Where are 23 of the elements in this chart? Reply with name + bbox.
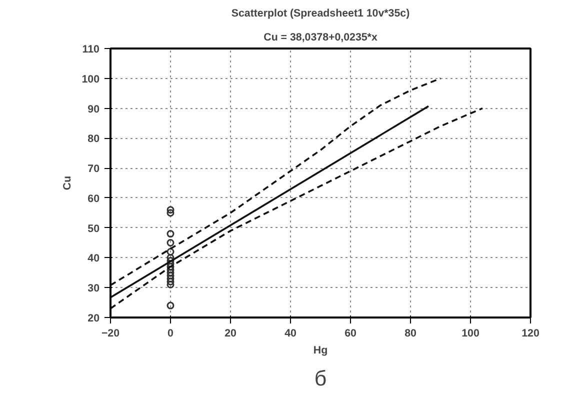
y-tick-label: 80 — [88, 133, 100, 146]
y-tick-label: 90 — [88, 103, 100, 116]
text: б — [314, 366, 327, 390]
x-axis-title: Hg — [313, 344, 328, 356]
y-tick-label: 110 — [82, 44, 100, 56]
y-tick-label: 30 — [88, 282, 100, 295]
y-tick-label: 50 — [88, 222, 100, 235]
x-tick-label: 60 — [344, 328, 356, 340]
x-tick-label: 0 — [168, 328, 174, 340]
x-tick-label: 40 — [284, 328, 296, 340]
y-tick-label: 20 — [88, 312, 100, 324]
y-tick-label: 60 — [88, 192, 100, 205]
x-tick-label: 80 — [404, 328, 416, 340]
y-tick-label: 100 — [82, 73, 100, 86]
x-tick-label: −20 — [101, 328, 120, 340]
x-tick-label: 120 — [522, 328, 540, 340]
chart-title: Scatterplot (Spreadsheet1 10v*35c) — [231, 8, 410, 20]
chart-subtitle: Cu = 38,0378+0,0235*x — [264, 32, 378, 44]
y-tick-label: 40 — [88, 252, 100, 265]
x-tick-label: 20 — [224, 328, 236, 340]
y-axis-title: Cu — [62, 176, 74, 190]
x-tick-label: 100 — [462, 328, 480, 340]
y-tick-label: 70 — [88, 163, 100, 176]
